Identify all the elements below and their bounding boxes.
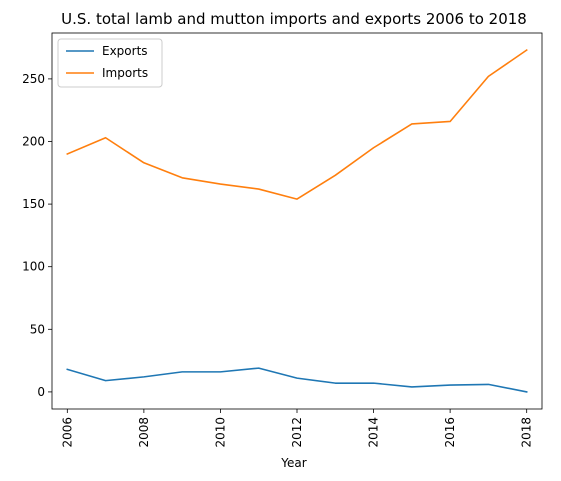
x-tick-label: 2010 [213, 417, 227, 448]
x-axis-label: Year [280, 456, 306, 470]
chart-title: U.S. total lamb and mutton imports and e… [61, 10, 527, 28]
y-tick-label: 100 [22, 260, 45, 274]
x-axis: 2006 2008 2010 2012 2014 2016 2018 [60, 409, 534, 448]
y-tick-label: 150 [22, 197, 45, 211]
y-tick-label: 50 [30, 322, 45, 336]
y-tick-label: 0 [37, 385, 45, 399]
y-tick-label: 250 [22, 72, 45, 86]
plot-frame [51, 32, 543, 410]
x-tick-label: 2006 [60, 417, 74, 448]
series-line-exports [66, 367, 528, 393]
x-tick-label: 2008 [137, 417, 151, 448]
x-tick-label: 2014 [367, 417, 381, 448]
y-tick-label: 200 [22, 134, 45, 148]
series-line-imports [66, 48, 528, 200]
x-tick-label: 2016 [443, 417, 457, 448]
legend-label-imports: Imports [102, 66, 148, 80]
series-layer [66, 48, 528, 393]
x-tick-label: 2018 [520, 417, 534, 448]
legend: Exports Imports [57, 38, 163, 88]
legend-label-exports: Exports [102, 44, 148, 58]
y-axis: 0 50 100 150 200 250 [22, 72, 52, 399]
x-tick-label: 2012 [290, 417, 304, 448]
